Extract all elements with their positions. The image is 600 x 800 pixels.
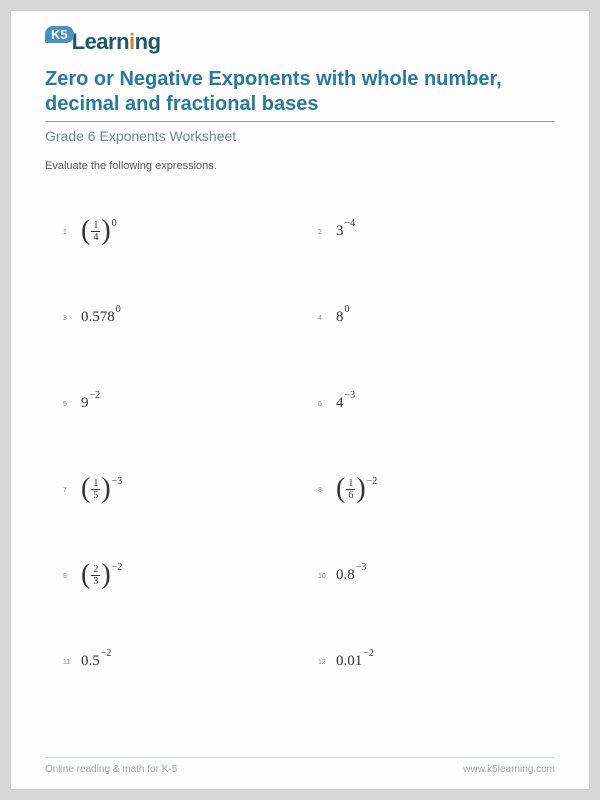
problem-number: 11 — [63, 657, 81, 666]
expression: 4−3 — [336, 395, 355, 412]
page-title: Zero or Negative Exponents with whole nu… — [45, 67, 555, 117]
problem-number: 4 — [318, 313, 336, 322]
problem-number: 7 — [63, 485, 81, 494]
title-divider — [45, 121, 555, 122]
expression: 0.01−2 — [336, 653, 374, 670]
worksheet-page: K5Learning Zero or Negative Exponents wi… — [10, 10, 590, 790]
problem-item: 7 (15)−3 — [45, 446, 300, 532]
expression: 0.5780 — [81, 309, 121, 326]
problem-number: 12 — [318, 657, 336, 666]
problem-item: 9 (23)−2 — [45, 532, 300, 618]
expression: (16)−2 — [336, 478, 377, 501]
expression: (15)−3 — [81, 478, 122, 501]
problem-number: 6 — [318, 399, 336, 408]
problem-number: 5 — [63, 399, 81, 408]
problem-number: 2 — [318, 227, 336, 236]
page-footer: Online reading & math for K-5 www.k5lear… — [45, 757, 555, 775]
problem-item: 5 9−2 — [45, 360, 300, 446]
expression: (14)0 — [81, 220, 117, 243]
problem-item: 12 0.01−2 — [300, 618, 555, 704]
page-subtitle: Grade 6 Exponents Worksheet — [45, 128, 555, 144]
problem-item: 10 0.8−3 — [300, 532, 555, 618]
problem-number: 8 — [318, 485, 336, 494]
problems-grid: 1 (14)0 2 3−4 3 0.5780 4 80 5 — [45, 188, 555, 757]
problem-number: 10 — [318, 571, 336, 580]
logo-word: Learning — [72, 29, 161, 54]
problem-number: 1 — [63, 227, 81, 236]
expression: 3−4 — [336, 223, 355, 240]
logo-badge: K5 — [45, 26, 74, 43]
problem-item: 4 80 — [300, 274, 555, 360]
expression: 9−2 — [81, 395, 100, 412]
problem-item: 2 3−4 — [300, 188, 555, 274]
problem-number: 9 — [63, 571, 81, 580]
problem-item: 1 (14)0 — [45, 188, 300, 274]
brand-logo: K5Learning — [45, 29, 555, 55]
problem-item: 8 (16)−2 — [300, 446, 555, 532]
expression: (23)−2 — [81, 564, 122, 587]
footer-right: www.k5learning.com — [463, 764, 555, 775]
expression: 0.8−3 — [336, 567, 366, 584]
expression: 0.5−2 — [81, 653, 111, 670]
problem-item: 11 0.5−2 — [45, 618, 300, 704]
expression: 80 — [336, 309, 350, 326]
footer-left: Online reading & math for K-5 — [45, 764, 177, 775]
problem-number: 3 — [63, 313, 81, 322]
problem-item: 3 0.5780 — [45, 274, 300, 360]
problem-item: 6 4−3 — [300, 360, 555, 446]
instruction-text: Evaluate the following expressions. — [45, 160, 555, 172]
